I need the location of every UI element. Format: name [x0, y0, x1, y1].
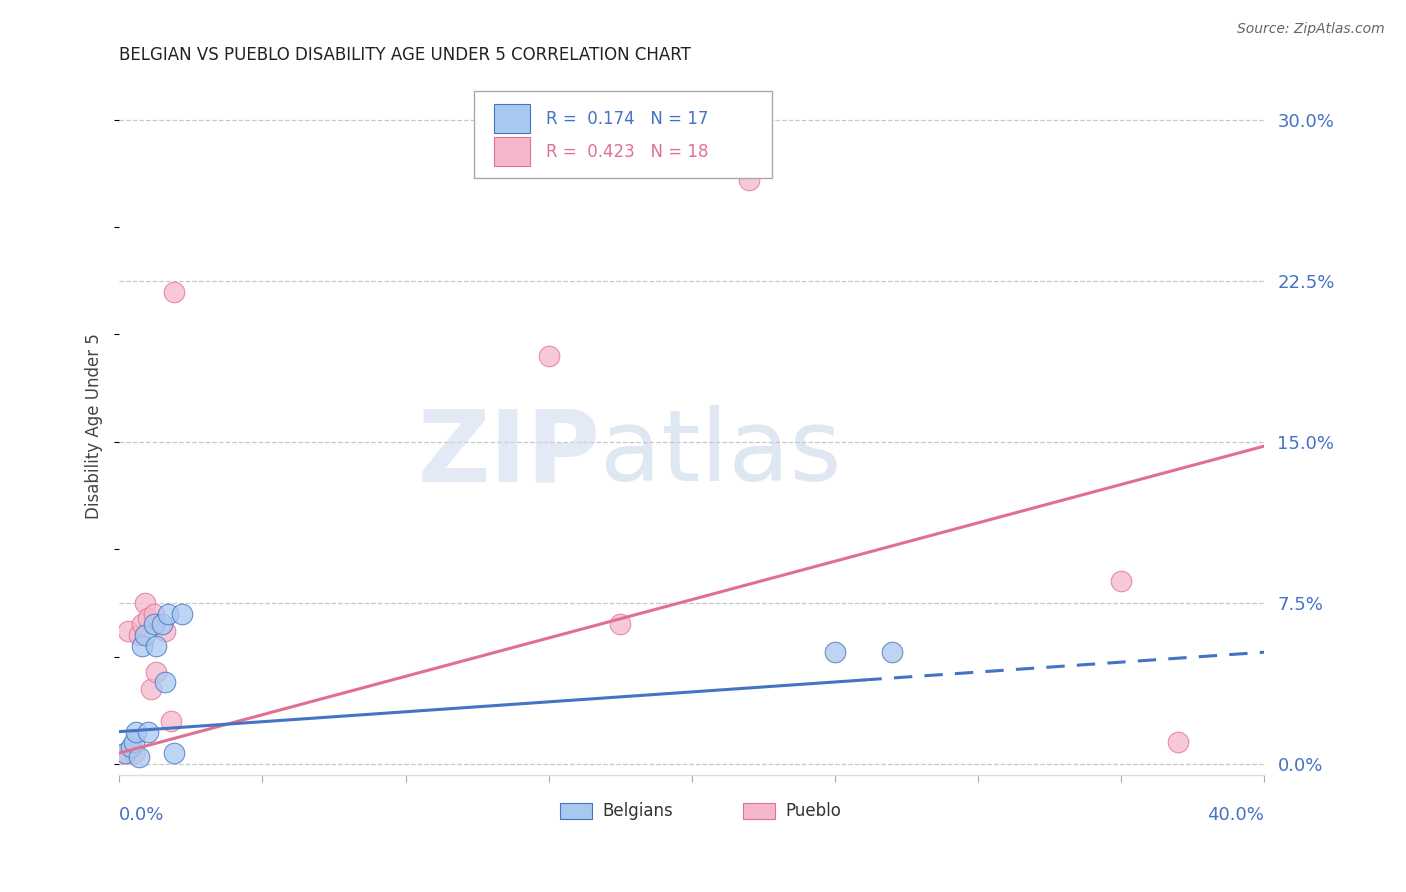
- Point: [142, 617, 165, 632]
- Text: 40.0%: 40.0%: [1208, 806, 1264, 824]
- Point: [163, 285, 186, 299]
- Point: [128, 628, 150, 642]
- Bar: [494, 104, 530, 134]
- Point: [172, 607, 194, 621]
- Text: ZIP: ZIP: [418, 405, 600, 502]
- Point: [1167, 735, 1189, 749]
- Point: [134, 628, 156, 642]
- Text: BELGIAN VS PUEBLO DISABILITY AGE UNDER 5 CORRELATION CHART: BELGIAN VS PUEBLO DISABILITY AGE UNDER 5…: [120, 46, 692, 64]
- Point: [131, 617, 153, 632]
- Point: [136, 724, 159, 739]
- Point: [128, 750, 150, 764]
- Point: [114, 746, 136, 760]
- Point: [150, 617, 173, 632]
- Point: [117, 624, 139, 638]
- Point: [142, 607, 165, 621]
- Point: [136, 611, 159, 625]
- Point: [122, 746, 145, 760]
- Point: [131, 639, 153, 653]
- Point: [156, 607, 179, 621]
- FancyBboxPatch shape: [474, 91, 772, 178]
- Text: Pueblo: Pueblo: [786, 802, 841, 820]
- Bar: [494, 136, 530, 166]
- Text: 0.0%: 0.0%: [120, 806, 165, 824]
- Point: [122, 735, 145, 749]
- Point: [114, 746, 136, 760]
- Point: [163, 746, 186, 760]
- Y-axis label: Disability Age Under 5: Disability Age Under 5: [86, 333, 103, 518]
- Point: [153, 624, 176, 638]
- Point: [120, 739, 142, 754]
- Point: [153, 675, 176, 690]
- Point: [139, 681, 162, 696]
- Point: [159, 714, 181, 728]
- Text: atlas: atlas: [600, 405, 842, 502]
- Point: [880, 645, 903, 659]
- Point: [145, 665, 167, 679]
- Point: [125, 724, 148, 739]
- Point: [824, 645, 846, 659]
- Point: [537, 349, 560, 363]
- Point: [609, 617, 631, 632]
- Text: Source: ZipAtlas.com: Source: ZipAtlas.com: [1237, 22, 1385, 37]
- Point: [145, 639, 167, 653]
- Bar: [744, 803, 775, 819]
- Bar: [560, 803, 592, 819]
- Text: Belgians: Belgians: [602, 802, 673, 820]
- Text: R =  0.174   N = 17: R = 0.174 N = 17: [547, 110, 709, 128]
- Point: [1109, 574, 1132, 589]
- Text: R =  0.423   N = 18: R = 0.423 N = 18: [547, 143, 709, 161]
- Point: [738, 173, 761, 187]
- Point: [134, 596, 156, 610]
